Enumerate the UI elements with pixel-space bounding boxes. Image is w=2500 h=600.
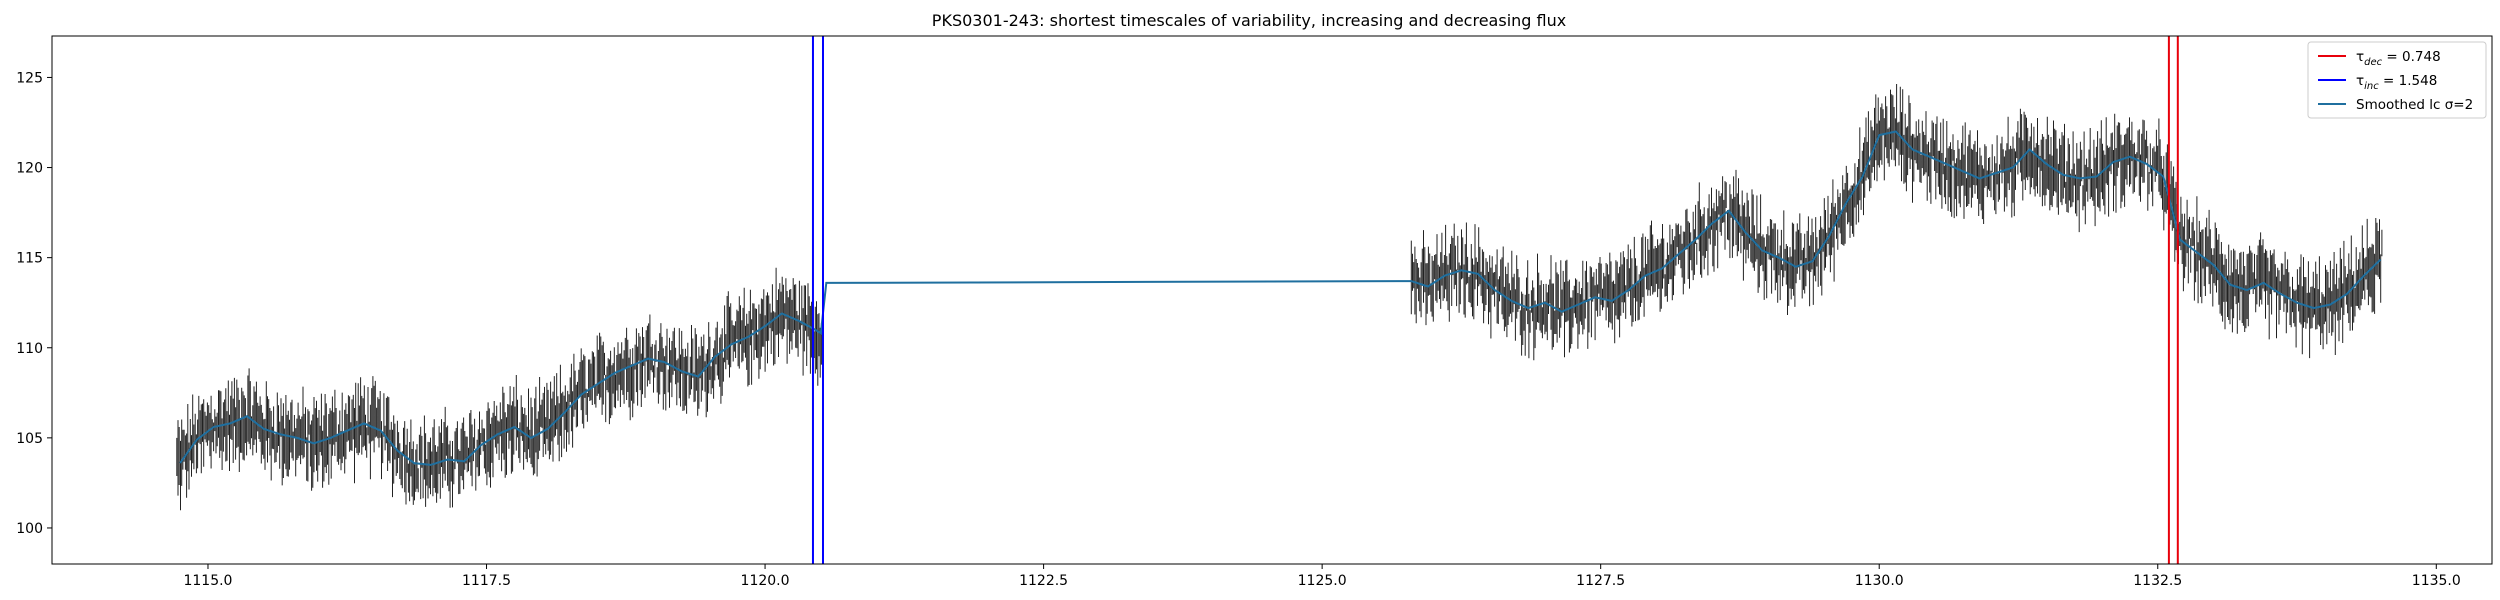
plot-frame [51, 35, 2493, 565]
legend-box [2307, 41, 2487, 119]
x-tick-label: 1130.0 [1855, 573, 1904, 589]
legend-entry: τinc = 1.548 [2356, 73, 2437, 92]
legend-entry: Smoothed lc σ=2 [2356, 97, 2473, 113]
x-axis: 1115.0 1117.5 1120.0 1122.5 1125.0 1127.5 1130… [183, 564, 2461, 589]
y-tick-label: 120 [16, 161, 43, 177]
y-tick-label: 105 [16, 431, 43, 447]
x-tick-label: 1115.0 [183, 573, 232, 589]
x-tick-label: 1132.5 [2133, 573, 2182, 589]
smoothed-lc-line [179, 130, 2382, 466]
x-tick-label: 1125.0 [1298, 573, 1347, 589]
x-tick-label: 1135.0 [2412, 573, 2461, 589]
x-tick-label: 1120.0 [741, 573, 790, 589]
error-bars [176, 84, 2383, 511]
x-tick-label: 1122.5 [1019, 573, 1068, 589]
x-tick-label: 1117.5 [462, 573, 511, 589]
y-tick-label: 115 [16, 251, 43, 267]
legend-entry: τdec = 0.748 [2356, 49, 2441, 68]
x-tick-label: 1127.5 [1576, 573, 1625, 589]
series-layer [179, 130, 2382, 466]
y-tick-label: 110 [16, 341, 43, 357]
observation-error-bars [176, 84, 2383, 511]
chart-title: PKS0301-243: shortest timescales of vari… [932, 11, 1566, 30]
y-axis: 100 105 110 115 120 125 [16, 70, 52, 537]
tau-vertical-lines [811, 36, 2179, 564]
legend: τdec = 0.748 τinc = 1.548 Smoothed lc σ=2 [2307, 41, 2487, 119]
y-tick-label: 125 [16, 70, 43, 86]
y-tick-label: 100 [16, 521, 43, 537]
